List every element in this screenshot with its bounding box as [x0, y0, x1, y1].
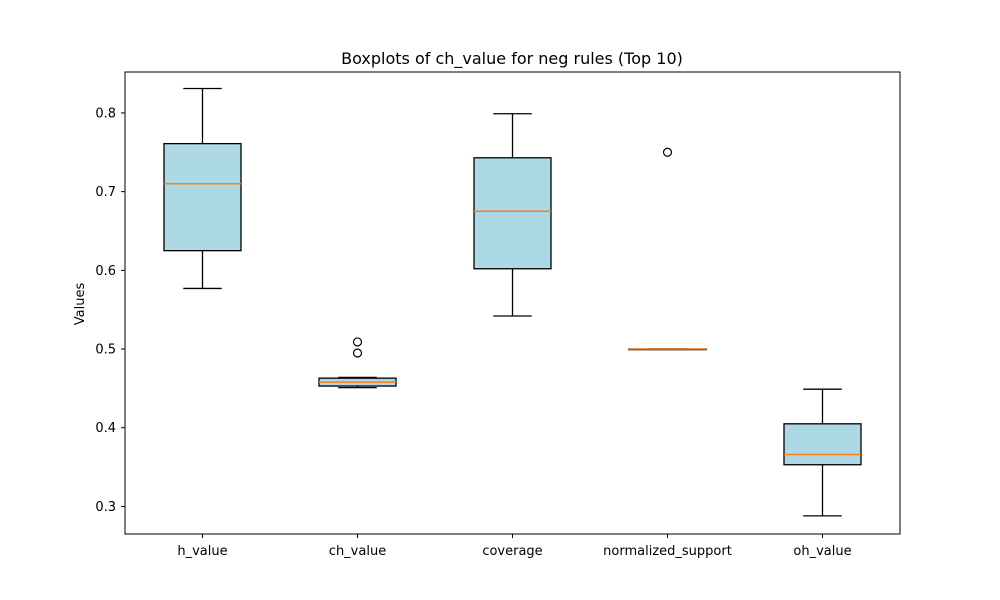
chart-title: Boxplots of ch_value for neg rules (Top … — [341, 49, 683, 69]
box-group-coverage — [473, 113, 552, 317]
outlier-point — [662, 147, 673, 157]
box-iqr — [163, 142, 242, 252]
y-tick-label: 0.8 — [95, 106, 116, 121]
plot-area: 0.3 0.4 0.5 0.6 0.7 0.8 h_value ch_value coverag… — [95, 71, 901, 559]
y-axis-label: Values — [73, 283, 88, 326]
x-tick-label: coverage — [482, 544, 542, 559]
box-group-normalized_support — [628, 147, 707, 351]
box-group-oh_value — [783, 388, 862, 517]
y-tick-label: 0.6 — [95, 264, 116, 279]
box-group-h_value — [163, 87, 242, 290]
box-iqr — [783, 423, 862, 466]
outlier-point — [352, 348, 363, 358]
box-iqr — [473, 157, 552, 270]
y-tick-label: 0.7 — [95, 185, 116, 200]
x-tick-label: oh_value — [793, 544, 851, 559]
y-tick-label: 0.4 — [95, 421, 116, 436]
plot-frame — [124, 71, 901, 535]
outlier-point — [352, 337, 363, 347]
y-tick-label: 0.5 — [95, 343, 116, 358]
box-group-ch_value — [318, 337, 397, 389]
x-tick-label: h_value — [177, 544, 227, 559]
x-tick-label: ch_value — [329, 544, 386, 559]
y-tick-label: 0.3 — [95, 500, 116, 515]
x-tick-label: normalized_support — [603, 544, 732, 559]
